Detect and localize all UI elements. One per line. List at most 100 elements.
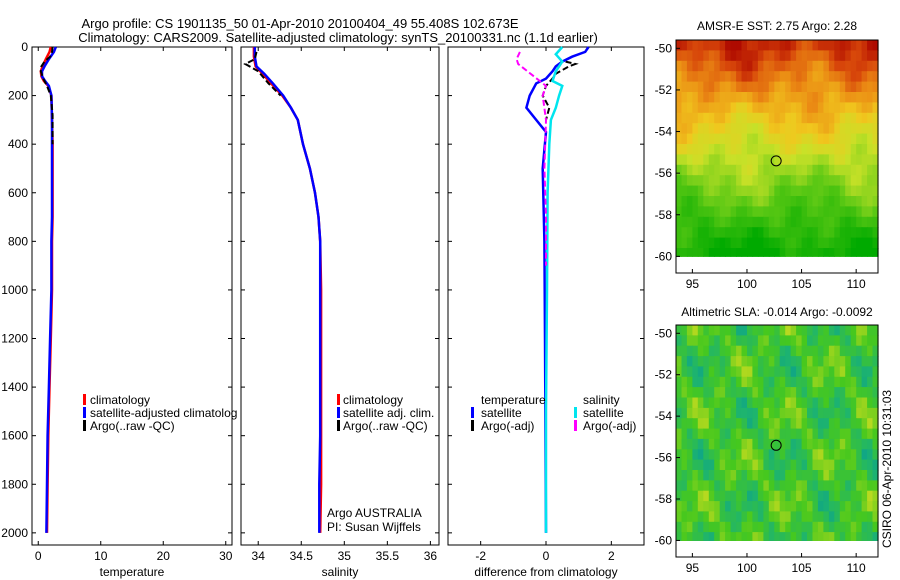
amsre-cell	[730, 123, 737, 135]
sla-cell	[856, 356, 863, 368]
sla-cell	[774, 521, 781, 533]
sla-cell	[714, 428, 721, 440]
sla-cell	[714, 501, 721, 513]
amsre-cell	[774, 248, 781, 257]
amsre-cell	[812, 81, 819, 93]
amsre-cell	[867, 133, 874, 145]
sla-cell	[703, 366, 710, 378]
sla-map: 95 100 105 110-50-52-54-56-58-60	[655, 325, 879, 575]
amsre-cell	[686, 123, 693, 135]
sla-cell	[719, 356, 726, 368]
sla-cell	[692, 376, 699, 388]
amsre-cell	[676, 185, 683, 197]
amsre-cell	[768, 92, 775, 103]
sla-cell	[741, 459, 748, 471]
amsre-cell	[807, 92, 814, 103]
sla-cell	[839, 449, 846, 461]
amsre-cell	[856, 50, 863, 62]
amsre-cell	[747, 60, 754, 72]
sla-cell	[774, 532, 781, 541]
amsre-cell	[823, 185, 830, 197]
sla-cell	[730, 376, 737, 388]
sla-cell	[719, 335, 726, 347]
sla-cell	[817, 356, 824, 368]
sla-cell	[850, 521, 857, 533]
sla-cell	[730, 511, 737, 523]
amsre-cell	[747, 112, 754, 124]
amsre-xtick-label: 110	[847, 277, 866, 291]
sla-cell	[725, 418, 732, 430]
sla-cell	[845, 345, 852, 357]
sla-cell	[714, 480, 721, 492]
sla-cell	[801, 356, 808, 368]
sla-cell	[801, 532, 808, 541]
amsre-cell	[856, 237, 863, 249]
sla-cell	[856, 397, 863, 409]
sla-cell	[856, 376, 863, 388]
sla-cell	[872, 459, 879, 471]
sla-cell	[686, 356, 693, 368]
amsre-cell	[703, 40, 710, 51]
amsre-cell	[823, 248, 830, 257]
sla-cell	[807, 449, 814, 461]
amsre-cell	[872, 144, 879, 155]
amsre-cell	[872, 227, 879, 239]
sla-cell	[796, 335, 803, 347]
sla-cell	[730, 335, 737, 347]
sla-cell	[730, 366, 737, 378]
amsre-cell	[779, 50, 786, 62]
sla-cell	[681, 366, 688, 378]
amsre-cell	[719, 102, 726, 114]
sla-cell	[703, 376, 710, 388]
amsre-cell	[697, 237, 704, 249]
amsre-cell	[697, 40, 704, 51]
sla-cell	[708, 387, 715, 399]
amsre-cell	[681, 196, 688, 207]
sla-cell	[834, 428, 841, 440]
sla-cell	[708, 325, 715, 336]
sla-cell	[828, 501, 835, 513]
amsre-cell	[796, 216, 803, 228]
sla-cell	[752, 501, 759, 513]
sla-cell	[725, 345, 732, 357]
sla-cell	[752, 387, 759, 399]
sla-cell	[872, 490, 879, 502]
sla-cell	[676, 449, 683, 461]
amsre-cell	[719, 144, 726, 155]
amsre-cell	[757, 227, 764, 239]
sla-cell	[845, 335, 852, 347]
amsre-cell	[763, 154, 770, 166]
amsre-cell	[801, 154, 808, 166]
amsre-cell	[686, 248, 693, 257]
sla-cell	[763, 366, 770, 378]
amsre-cell	[676, 112, 683, 124]
amsre-cell	[867, 185, 874, 197]
amsre-cell	[714, 81, 721, 93]
sla-cell	[872, 501, 879, 513]
sla-cell	[839, 501, 846, 513]
header-line-1: Argo profile: CS 1901135_50 01-Apr-2010 …	[81, 16, 518, 31]
amsre-cell	[741, 164, 748, 176]
sla-cell	[796, 345, 803, 357]
sla-map-frame	[675, 324, 879, 558]
amsre-cell	[828, 81, 835, 93]
amsre-cell	[796, 92, 803, 103]
amsre-cell	[834, 216, 841, 228]
difference-legend-label-sal-satellite: satellite	[583, 406, 624, 420]
sla-cell	[730, 490, 737, 502]
amsre-cell	[774, 164, 781, 176]
sla-cell	[692, 356, 699, 368]
sla-cell	[736, 428, 743, 440]
amsre-cell	[850, 216, 857, 228]
sla-cell	[763, 335, 770, 347]
sla-cell	[807, 490, 814, 502]
amsre-cell	[867, 164, 874, 176]
amsre-cell	[681, 102, 688, 114]
sla-cell	[741, 356, 748, 368]
sla-cell	[828, 397, 835, 409]
amsre-cell	[801, 196, 808, 207]
sla-cell	[774, 428, 781, 440]
sla-cell	[817, 511, 824, 523]
amsre-cell	[719, 40, 726, 51]
